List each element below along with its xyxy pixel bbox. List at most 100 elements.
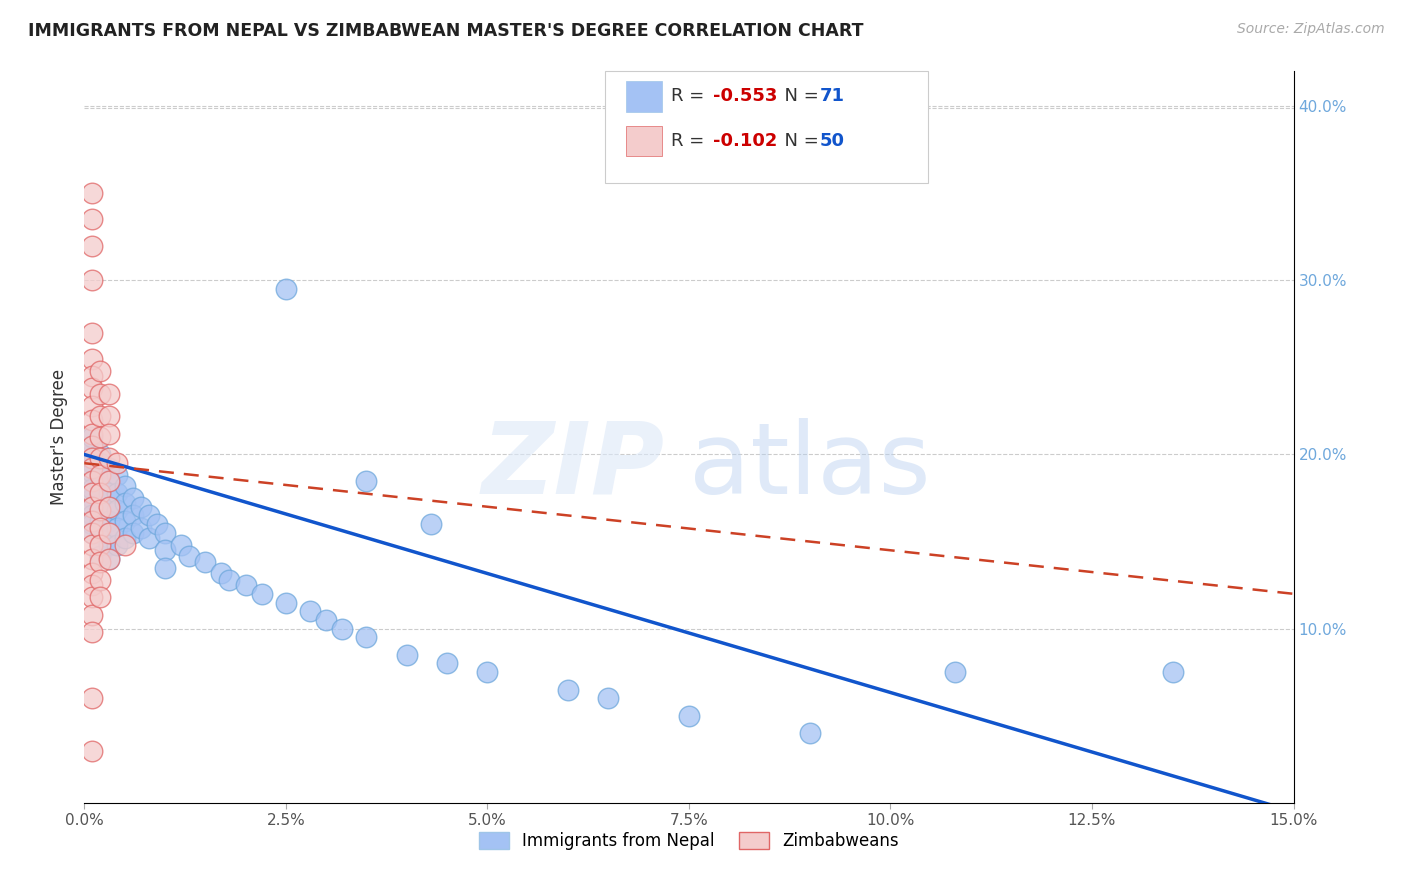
Point: [121, 491, 143, 505]
Point: [153, 560, 176, 574]
Point: [235, 578, 257, 592]
Point: [436, 657, 458, 671]
Point: [82, 381, 104, 395]
Point: [943, 665, 966, 680]
Point: [89, 491, 111, 505]
Point: [89, 591, 111, 605]
Point: [82, 607, 104, 622]
Point: [82, 212, 104, 227]
Point: [89, 556, 111, 570]
Point: [82, 461, 104, 475]
Point: [557, 682, 579, 697]
Text: atlas: atlas: [689, 417, 931, 515]
Point: [114, 531, 136, 545]
Point: [598, 691, 620, 706]
Text: Source: ZipAtlas.com: Source: ZipAtlas.com: [1237, 22, 1385, 37]
Point: [82, 625, 104, 640]
Point: [82, 483, 104, 497]
Point: [82, 238, 104, 252]
Point: [153, 525, 176, 540]
Point: [82, 525, 104, 540]
Point: [799, 726, 821, 740]
Point: [82, 456, 104, 470]
Point: [89, 503, 111, 517]
Point: [356, 631, 378, 645]
Point: [82, 552, 104, 566]
Point: [82, 474, 104, 488]
Point: [146, 517, 169, 532]
Point: [89, 386, 111, 401]
Point: [82, 538, 104, 552]
Point: [395, 648, 418, 662]
Point: [250, 587, 273, 601]
Point: [97, 500, 120, 514]
Point: [89, 409, 111, 424]
Point: [315, 613, 337, 627]
Point: [82, 426, 104, 441]
Point: [82, 450, 104, 465]
Point: [89, 549, 111, 563]
Point: [89, 456, 111, 470]
Point: [82, 500, 104, 514]
Point: [82, 465, 104, 479]
Text: 71: 71: [820, 87, 845, 105]
Point: [179, 549, 201, 563]
Point: [274, 595, 297, 609]
Point: [97, 525, 120, 540]
Point: [82, 485, 104, 500]
Text: N =: N =: [773, 132, 825, 150]
Point: [82, 514, 104, 528]
Point: [82, 474, 104, 488]
Point: [82, 500, 104, 514]
Point: [121, 525, 143, 540]
Point: [82, 448, 104, 462]
Point: [129, 500, 152, 514]
Point: [97, 500, 120, 514]
Point: [97, 552, 120, 566]
Point: [209, 566, 232, 580]
Point: [114, 496, 136, 510]
Point: [678, 708, 700, 723]
Point: [82, 186, 104, 201]
Point: [82, 273, 104, 287]
Point: [114, 538, 136, 552]
Point: [97, 409, 120, 424]
Text: ZIP: ZIP: [482, 417, 665, 515]
Point: [89, 485, 111, 500]
Point: [138, 531, 160, 545]
Point: [82, 430, 104, 444]
Point: [97, 538, 120, 552]
Text: -0.102: -0.102: [713, 132, 778, 150]
Point: [89, 503, 111, 517]
Point: [97, 474, 120, 488]
Point: [97, 450, 120, 465]
Point: [299, 604, 322, 618]
Point: [89, 448, 111, 462]
Point: [97, 461, 120, 475]
Point: [97, 514, 120, 528]
Point: [274, 282, 297, 296]
Point: [114, 514, 136, 528]
Legend: Immigrants from Nepal, Zimbabweans: Immigrants from Nepal, Zimbabweans: [472, 825, 905, 856]
Point: [89, 430, 111, 444]
Text: R =: R =: [671, 132, 710, 150]
Point: [89, 514, 111, 528]
Point: [218, 573, 240, 587]
Point: [82, 326, 104, 340]
Point: [89, 573, 111, 587]
Point: [89, 525, 111, 540]
Point: [477, 665, 499, 680]
Point: [82, 351, 104, 366]
Text: 50: 50: [820, 132, 845, 150]
Point: [89, 538, 111, 552]
Point: [97, 386, 120, 401]
Point: [82, 399, 104, 413]
Point: [82, 591, 104, 605]
Point: [82, 491, 104, 505]
Point: [97, 485, 120, 500]
Point: [82, 743, 104, 757]
Point: [105, 521, 128, 535]
Point: [420, 517, 443, 532]
Y-axis label: Master's Degree: Master's Degree: [49, 369, 67, 505]
Point: [129, 521, 152, 535]
